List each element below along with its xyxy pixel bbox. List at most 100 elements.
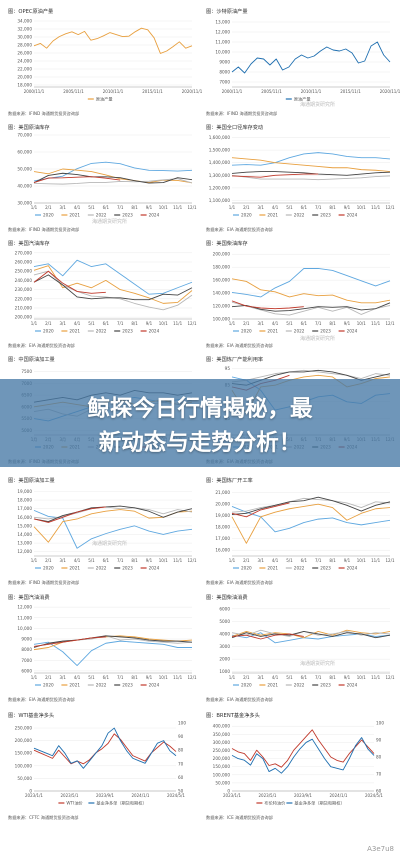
series-line-2021 — [33, 265, 193, 304]
y-tick-label: 30,000 — [17, 201, 32, 206]
y-tick-label: 300,000 — [213, 740, 231, 745]
y-tick-label: 1,400,000 — [209, 160, 231, 165]
y-tick-label: 10,000 — [17, 626, 32, 631]
x-tick-label: 9/1 — [146, 321, 153, 326]
x-tick-label: 9/1 — [146, 558, 153, 563]
y-tick-label: 12,000 — [17, 605, 32, 610]
x-tick-label: 2015/11/1 — [142, 89, 163, 94]
x-tick-label: 6/1 — [301, 675, 308, 680]
x-tick-label: 6/1 — [103, 558, 110, 563]
legend-entry: 2020 — [241, 683, 252, 688]
x-tick-label: 8/1 — [329, 675, 336, 680]
y-tick-label: 24,000 — [17, 59, 32, 64]
x-tick-label: 3/1 — [60, 205, 67, 210]
x-tick-label: 12/1 — [188, 558, 197, 563]
chart-source: 数据来源：IFIND 海通期货投资咨询部 — [8, 227, 80, 232]
x-tick-label: 10/1 — [159, 205, 168, 210]
y-tick-label: 20,000 — [215, 502, 230, 507]
legend-entry: 2024 — [149, 213, 160, 218]
x-tick-label: 2000/11/1 — [222, 89, 243, 94]
x-tick-label: 3/1 — [258, 321, 265, 326]
legend-entry: 2021 — [69, 329, 80, 334]
x-tick-label: 2/1 — [243, 321, 250, 326]
series-line-2023 — [231, 496, 391, 515]
chart-source: 数据来源：EIA 海通期货投资咨询部 — [206, 580, 273, 585]
chart-source: 数据来源：EIA 海通期货投资咨询部 — [8, 697, 75, 702]
series-line-2022 — [231, 301, 391, 316]
y-tick-label: 100,000 — [15, 763, 33, 768]
y-tick-label: 0 — [29, 789, 32, 794]
x-tick-label: 4/1 — [272, 205, 279, 210]
x-tick-label: 7/1 — [315, 205, 322, 210]
legend-entry: 2023 — [320, 566, 331, 571]
x-tick-label: 12/1 — [386, 675, 395, 680]
y-tick-label: 260,000 — [15, 260, 33, 265]
x-tick-label: 5/1 — [88, 321, 95, 326]
y-tick-label: 6000 — [21, 668, 32, 673]
watermark: 海通期货研究所 — [92, 541, 128, 547]
legend-entry: 2022 — [294, 329, 305, 334]
legend-entry: 2021 — [69, 566, 80, 571]
y2-tick-label: 70 — [178, 761, 184, 766]
series-line-2020 — [231, 152, 391, 166]
legend-entry: 原油产量 — [96, 96, 113, 103]
x-tick-label: 2015/11/1 — [340, 89, 361, 94]
x-tick-label: 4/1 — [272, 675, 279, 680]
x-tick-label: 2023/9/1 — [96, 793, 114, 798]
y-tick-label: 60,000 — [17, 150, 32, 155]
chart-title: 图：美国柴油消费 — [206, 595, 248, 601]
legend-entry: 2023 — [122, 566, 133, 571]
chart-title: 图：美国汽油消费 — [8, 595, 50, 601]
series-line-原油产量 — [33, 27, 193, 54]
series-line-2024 — [231, 173, 319, 178]
legend-entry: 2022 — [96, 566, 107, 571]
x-tick-label: 1/1 — [31, 675, 38, 680]
y-tick-label: 140,000 — [213, 291, 231, 296]
chart-plot: 12,000 13,000 14,000 15,000 16,000 17,000 18,0… — [17, 489, 197, 571]
legend-entry: 2024 — [347, 213, 358, 218]
chart-panel-opec: 图：OPEC原油产量 18,000 20,000 22,000 24,000 26,000… — [6, 6, 203, 119]
legend-entry: 基金净多单（期货和期权） — [294, 800, 344, 807]
chart-plot: 0 50,000 100,000 150,000 200,000 250,000 300,0… — [213, 721, 385, 807]
x-tick-label: 7/1 — [315, 675, 322, 680]
y-tick-label: 1,200,000 — [209, 185, 231, 190]
y-tick-label: 16,000 — [17, 515, 32, 520]
series-line-2020 — [231, 506, 391, 533]
x-tick-label: 1/1 — [31, 321, 38, 326]
y-tick-label: 34,000 — [17, 19, 32, 24]
x-tick-label: 5/1 — [88, 675, 95, 680]
y-tick-label: 2000 — [219, 657, 230, 662]
watermark: 海通期货研究所 — [300, 661, 336, 667]
y2-tick-label: 100 — [178, 721, 186, 726]
chart-panel-wti_net_long: 图：WTI基金净多头 0 50,000 100,000 150,000 200,000 25… — [6, 710, 196, 823]
y-tick-label: 21,000 — [215, 490, 230, 495]
series-line-原油产量 — [231, 41, 391, 74]
y-tick-label: 160,000 — [213, 278, 231, 283]
series-line-2023 — [231, 302, 391, 312]
y-tick-label: 4000 — [219, 631, 230, 636]
x-tick-label: 2023/9/1 — [294, 793, 312, 798]
chart-plot: 16,000 17,000 18,000 19,000 20,000 21,000 1/1 2… — [215, 490, 395, 571]
x-tick-label: 10/1 — [159, 558, 168, 563]
legend-entry: 2021 — [267, 566, 278, 571]
watermark: 海通期货研究所 — [300, 336, 336, 342]
x-tick-label: 5/1 — [88, 205, 95, 210]
legend-entry: 布伦特油价 — [264, 800, 286, 807]
y2-tick-label: 90 — [178, 734, 184, 739]
x-tick-label: 3/1 — [258, 675, 265, 680]
y-tick-label: 17,000 — [215, 536, 230, 541]
x-tick-label: 6/1 — [103, 321, 110, 326]
x-tick-label: 3/1 — [258, 558, 265, 563]
chart-source: 数据来源：IFIND 海通期货投资咨询部 — [8, 580, 80, 585]
y2-tick-label: 70 — [376, 772, 382, 777]
legend-entry: 2024 — [149, 566, 160, 571]
x-tick-label: 7/1 — [117, 205, 124, 210]
chart-panel-us_total_stock_change: 图：美国全口径库存变动 1,100,000 1,200,000 1,300,000 1,… — [204, 122, 395, 235]
series-line-2024 — [33, 636, 106, 647]
x-tick-label: 11/1 — [371, 205, 380, 210]
x-tick-label: 9/1 — [146, 205, 153, 210]
x-tick-label: 4/1 — [74, 675, 81, 680]
series-line-2023 — [33, 274, 193, 301]
x-tick-label: 8/1 — [329, 205, 336, 210]
series-line-基金净多单（期货和期权） — [231, 737, 375, 774]
